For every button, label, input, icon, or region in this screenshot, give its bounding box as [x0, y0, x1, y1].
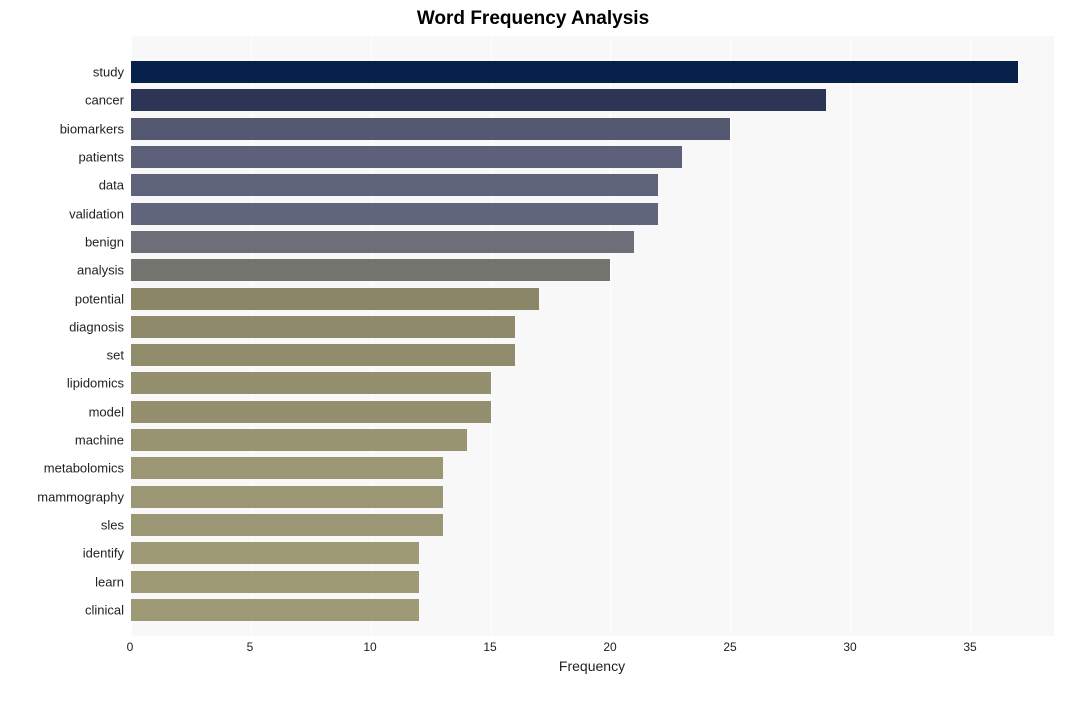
bar — [131, 231, 634, 253]
y-tick-label: sles — [101, 517, 124, 532]
y-tick-label: machine — [75, 433, 124, 448]
bar — [131, 259, 610, 281]
bar — [131, 118, 730, 140]
y-tick-label: validation — [69, 206, 124, 221]
x-tick: 10 — [363, 640, 376, 654]
bar — [131, 457, 443, 479]
y-tick-label: potential — [75, 291, 124, 306]
plot: study cancer biomarkers patients data validat… — [12, 36, 1054, 636]
bar — [131, 401, 491, 423]
y-tick-label: patients — [78, 150, 124, 165]
bar — [131, 61, 1018, 83]
y-tick-label: set — [107, 348, 124, 363]
bar — [131, 89, 826, 111]
bar — [131, 372, 491, 394]
plot-area — [130, 36, 1054, 636]
bar — [131, 316, 515, 338]
y-tick-label: diagnosis — [69, 319, 124, 334]
x-tick: 15 — [483, 640, 496, 654]
x-tick: 0 — [127, 640, 134, 654]
y-tick-label: metabolomics — [44, 461, 124, 476]
bar — [131, 571, 419, 593]
y-axis-labels: study cancer biomarkers patients data validat… — [12, 36, 130, 636]
x-tick: 20 — [603, 640, 616, 654]
x-axis-label: Frequency — [559, 658, 625, 674]
bar — [131, 599, 419, 621]
bar — [131, 344, 515, 366]
bar — [131, 146, 682, 168]
x-tick: 5 — [247, 640, 254, 654]
chart-container: Word Frequency Analysis study cancer bioma… — [0, 0, 1066, 701]
y-tick-label: data — [99, 178, 124, 193]
y-tick-label: learn — [95, 574, 124, 589]
y-tick-label: biomarkers — [60, 121, 124, 136]
x-axis: Frequency 0 5 10 15 20 25 30 35 — [130, 636, 1054, 676]
x-tick: 25 — [723, 640, 736, 654]
y-tick-label: study — [93, 65, 124, 80]
bar — [131, 174, 658, 196]
y-tick-label: cancer — [85, 93, 124, 108]
bar — [131, 486, 443, 508]
x-tick: 35 — [963, 640, 976, 654]
gridline — [730, 36, 731, 636]
bar — [131, 542, 419, 564]
y-tick-label: benign — [85, 234, 124, 249]
bar — [131, 203, 658, 225]
bar — [131, 429, 467, 451]
gridline — [970, 36, 971, 636]
chart-title: Word Frequency Analysis — [12, 8, 1054, 30]
y-tick-label: model — [89, 404, 124, 419]
bar — [131, 288, 539, 310]
y-tick-label: clinical — [85, 602, 124, 617]
y-tick-label: identify — [83, 546, 124, 561]
y-tick-label: analysis — [77, 263, 124, 278]
bar — [131, 514, 443, 536]
y-tick-label: mammography — [37, 489, 124, 504]
gridline — [850, 36, 851, 636]
y-tick-label: lipidomics — [67, 376, 124, 391]
x-tick: 30 — [843, 640, 856, 654]
